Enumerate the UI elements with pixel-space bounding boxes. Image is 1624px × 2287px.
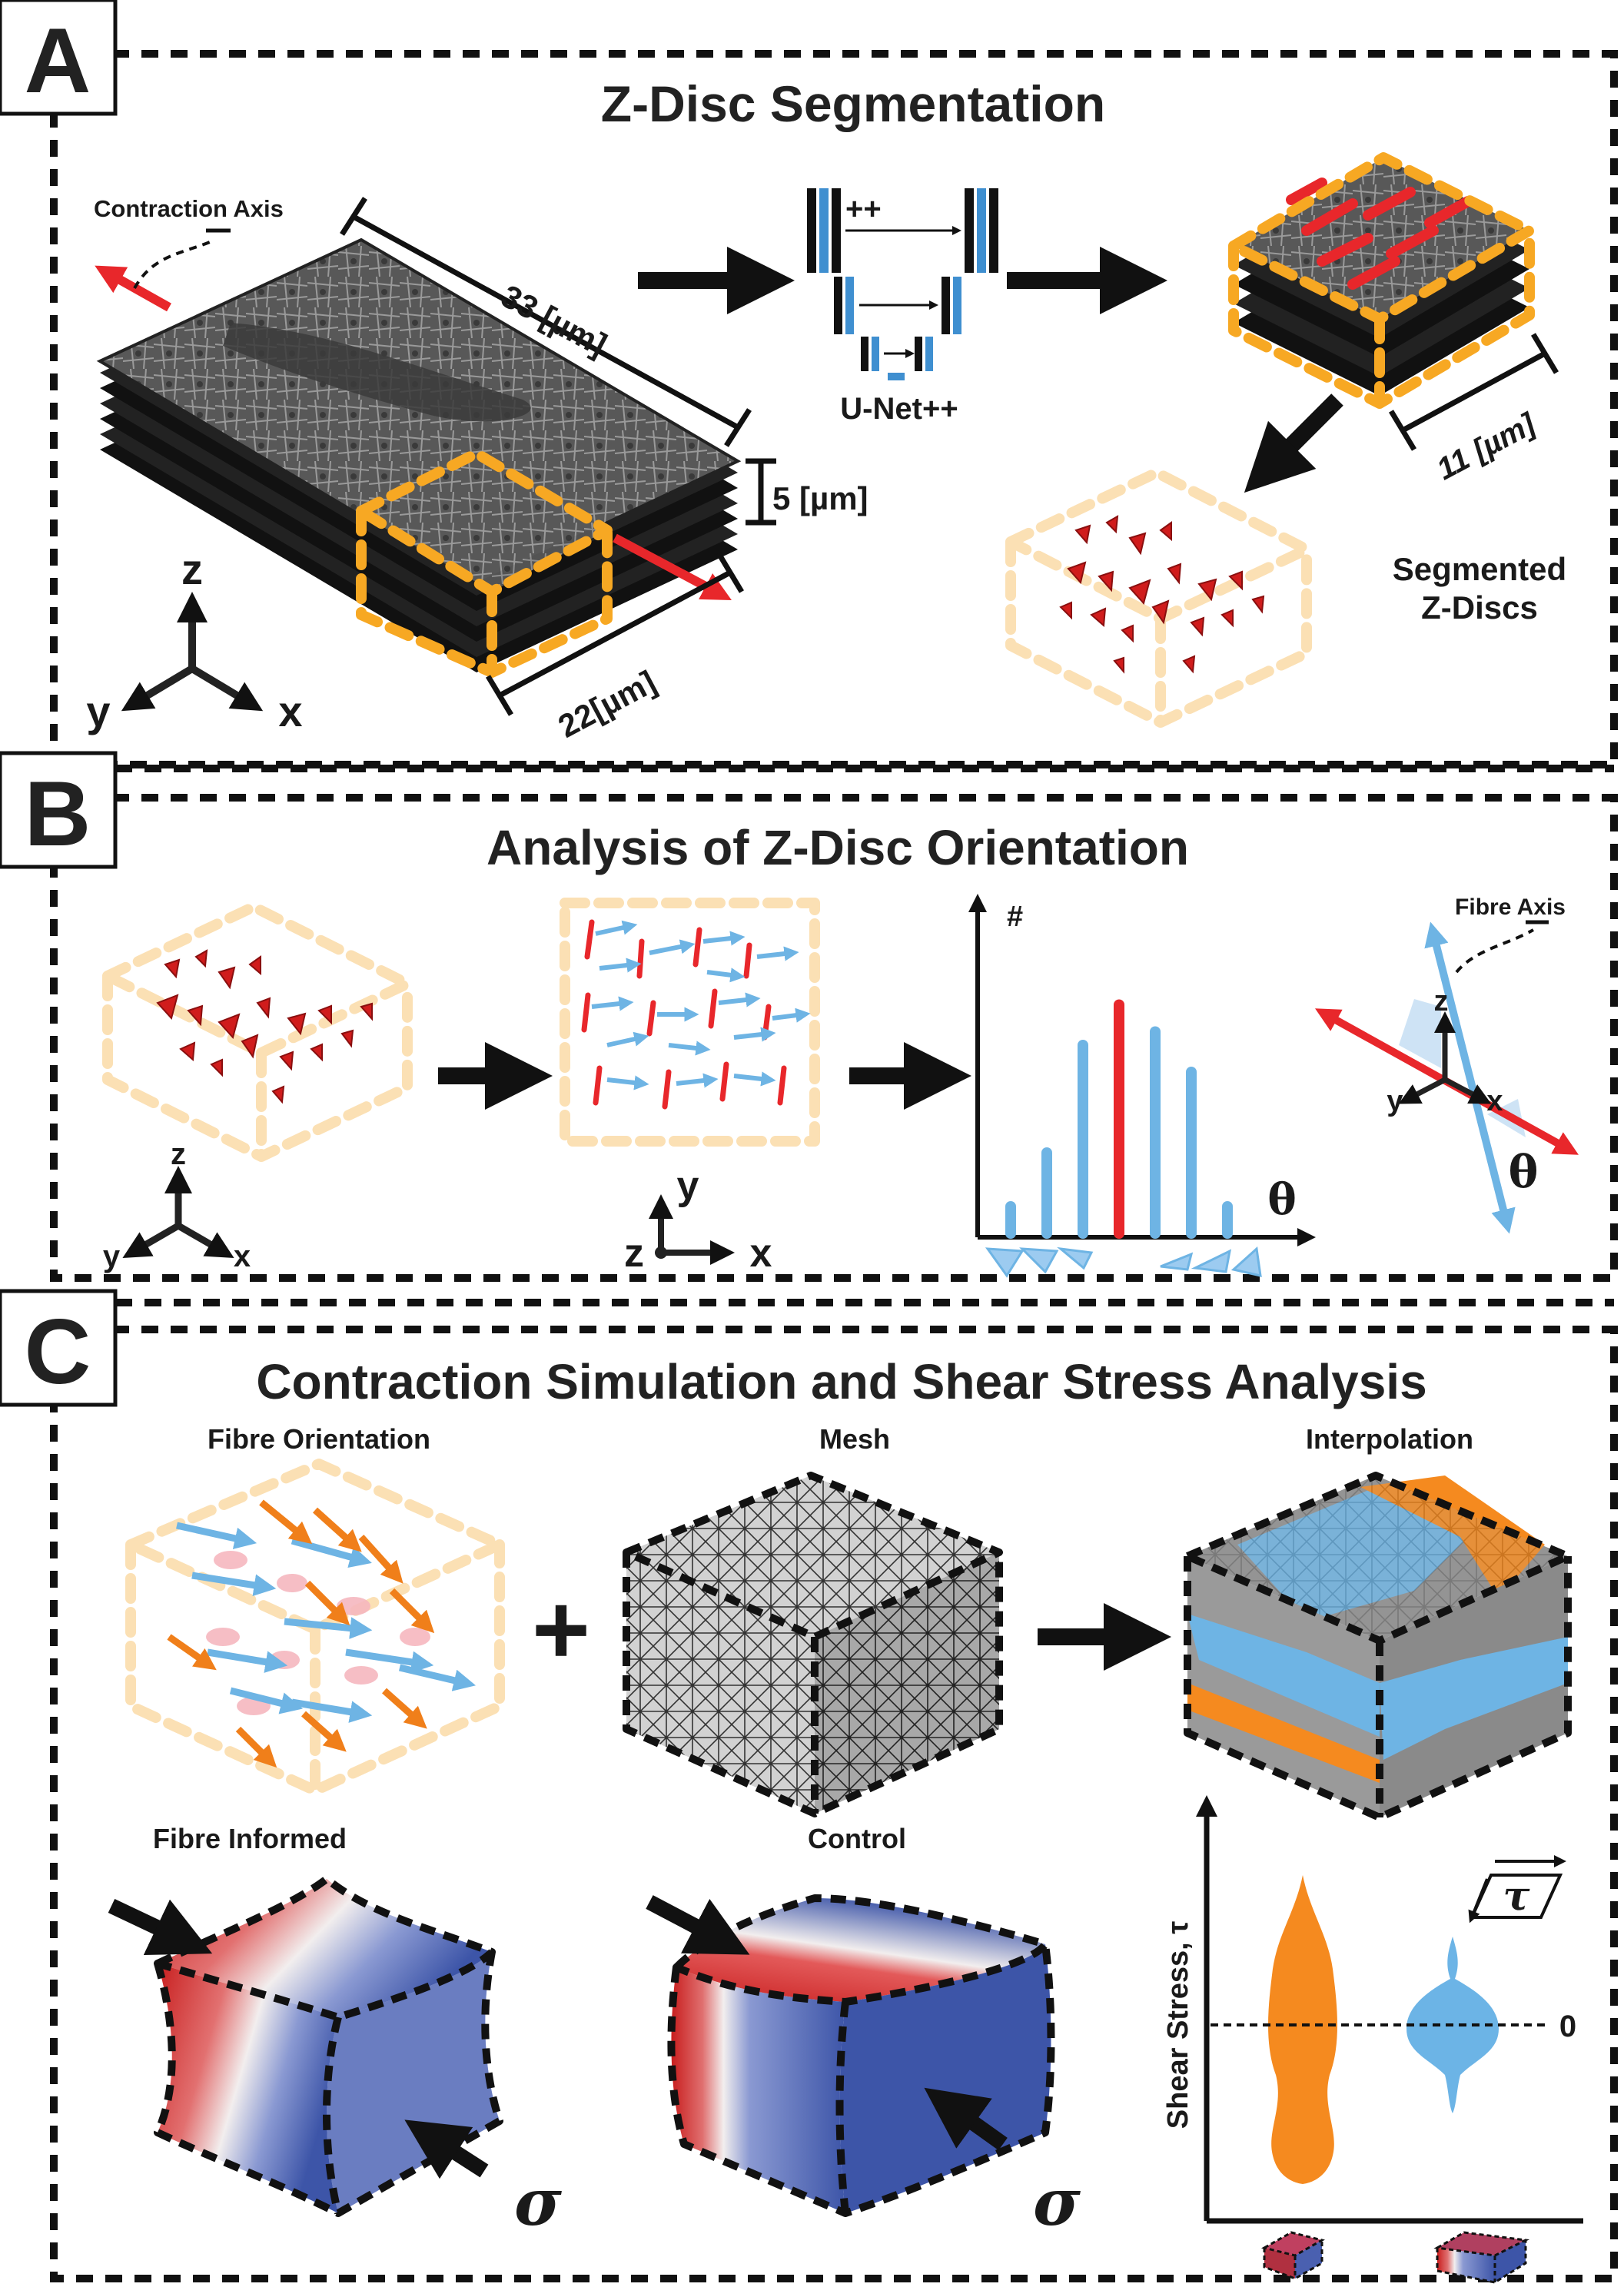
zero-label: 0	[1559, 2010, 1576, 2043]
force-arrow-ct-1	[646, 1895, 750, 1955]
sigma-fi: σ	[514, 2164, 562, 2240]
hist-y-label: #	[1007, 901, 1023, 933]
hist-glyphs	[985, 1246, 1262, 1278]
panel-b-letter-box	[0, 751, 118, 869]
control-label: Control	[808, 1823, 906, 1854]
axis-b-z: z	[171, 1137, 186, 1171]
dim-5-bar	[746, 458, 776, 526]
fibre-axis-diagram	[1315, 920, 1579, 1234]
axis-a-x: x	[278, 687, 302, 735]
orientation-histogram	[968, 894, 1316, 1278]
panel-b-letter: B	[25, 762, 91, 865]
mesh-cube	[623, 1472, 1003, 1817]
axes-xyz-b	[122, 1166, 234, 1259]
hist-x-label: θ	[1267, 1174, 1296, 1225]
axes-xyz-a	[121, 592, 264, 712]
segmented-zdiscs-box	[1005, 467, 1312, 728]
panel-a-letter-box	[0, 0, 118, 116]
unet-plus-label: ++	[845, 192, 882, 226]
tau-symbol: τ	[1503, 1873, 1531, 1920]
axes-yzx-b	[649, 1194, 735, 1265]
plus-sign: +	[532, 1573, 590, 1685]
panel-c-title: Contraction Simulation and Shear Stress …	[256, 1354, 1426, 1409]
panel-b: B Analysis of Z-Disc Orientation z y x	[0, 751, 1618, 1282]
control-cube	[667, 1894, 1055, 2217]
panel-a: A Z-Disc Segmentation Contraction Axis	[0, 0, 1618, 768]
axis-a-y: y	[86, 687, 110, 735]
force-arrow-fi-1	[108, 1898, 213, 1956]
panel-b-title: Analysis of Z-Disc Orientation	[487, 820, 1189, 875]
axis2-b-y: y	[677, 1163, 699, 1208]
contraction-arrow-right	[613, 533, 732, 601]
fa-theta: θ	[1509, 1146, 1539, 1198]
segmented-label-1: Segmented	[1393, 551, 1566, 587]
axis2-b-z: z	[624, 1231, 644, 1276]
panel-c-letter-box	[0, 1289, 118, 1407]
dim-33-bar	[340, 197, 752, 447]
dim-22-bar	[485, 552, 745, 716]
dim-11-bar	[1388, 333, 1559, 451]
panel-b-border	[50, 794, 1618, 1282]
interpolation-label: Interpolation	[1306, 1423, 1473, 1455]
panel-c-letter: C	[25, 1300, 91, 1403]
dim-22-label: 22[µm]	[553, 663, 662, 744]
axis2-b-x: x	[750, 1231, 772, 1276]
dim-11-label: 11 [µm]	[1431, 407, 1542, 486]
arrow-to-segmented	[1244, 393, 1343, 493]
hist-bars	[1005, 999, 1233, 1239]
fibre-orientation-label: Fibre Orientation	[208, 1423, 430, 1455]
panel-a-letter: A	[25, 9, 91, 112]
shear-violin-plot	[1196, 1795, 1583, 2284]
fa-axis-x: x	[1486, 1085, 1503, 1117]
contraction-axis-label: Contraction Axis	[94, 195, 284, 222]
fa-axis-z: z	[1434, 985, 1449, 1017]
zdisc-box-b	[102, 901, 413, 1162]
axis-a-z: z	[181, 545, 203, 593]
force-arrow-fi-2	[404, 2119, 489, 2179]
sigma-ct: σ	[1033, 2164, 1081, 2240]
unet-label: U-Net++	[840, 392, 958, 426]
segmented-label-2: Z-Discs	[1421, 589, 1538, 626]
mesh-label: Mesh	[819, 1423, 890, 1455]
tau-icon	[1468, 1855, 1566, 1924]
fibre-informed-cube	[154, 1875, 503, 2217]
mini-control-cube	[1433, 2231, 1530, 2284]
interpolation-cube	[1184, 1472, 1572, 1821]
axis-b-y: y	[103, 1240, 121, 1273]
mini-fibre-cube	[1261, 2231, 1325, 2280]
unet-diagram	[807, 188, 998, 380]
fa-axis-y: y	[1387, 1085, 1403, 1117]
panel-a-title: Z-Disc Segmentation	[601, 75, 1105, 132]
shear-axis-label: Shear Stress, τ	[1162, 1921, 1194, 2129]
fibre-orientation-box	[125, 1459, 505, 1796]
dim-5-label: 5 [µm]	[772, 480, 868, 516]
violin-fibre-informed	[1268, 1875, 1337, 2184]
fibre-informed-label: Fibre Informed	[153, 1823, 347, 1854]
force-arrow-ct-2	[924, 2087, 1008, 2151]
panel-c: C Contraction Simulation and Shear Stres…	[0, 1289, 1618, 2284]
segmented-stack	[1228, 152, 1535, 409]
contraction-axis-arrow	[95, 228, 231, 312]
axis-b-x: x	[234, 1240, 251, 1273]
fibre-axis-label: Fibre Axis	[1455, 895, 1566, 920]
orange-subvolume	[356, 448, 613, 678]
orientation-square	[560, 898, 820, 1147]
panel-a-border	[50, 50, 1618, 768]
